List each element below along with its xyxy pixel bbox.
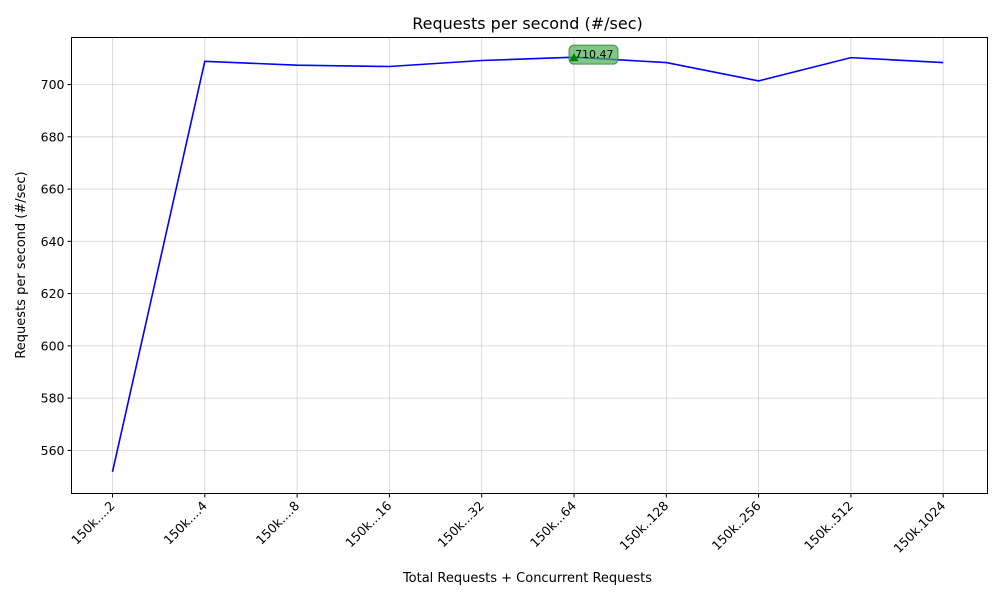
y-tick-label: 680	[41, 129, 65, 144]
chart-title: Requests per second (#/sec)	[412, 14, 642, 33]
y-tick-label: 620	[41, 286, 65, 301]
y-axis-label: Requests per second (#/sec)	[14, 171, 29, 358]
x-tick-label: 150k....4	[160, 498, 209, 547]
x-axis-label: Total Requests + Concurrent Requests	[402, 571, 652, 586]
annotation-box	[568, 44, 619, 65]
y-axis: 560 580 600 620 640 660 680 700	[41, 77, 72, 458]
x-tick-label: 150k..128	[616, 498, 671, 553]
grid-layer	[71, 37, 988, 494]
max-point-marker	[569, 53, 579, 62]
y-tick-label: 600	[41, 338, 65, 353]
y-tick-label: 700	[41, 77, 65, 92]
x-tick-label: 150k.1024	[890, 498, 948, 556]
x-tick-label: 150k....2	[68, 498, 117, 547]
x-tick-label: 150k...16	[342, 498, 394, 550]
x-axis: 150k....2 150k....4 150k....8 150k...16 150k…	[68, 493, 948, 556]
x-tick-label: 150k..512	[801, 498, 856, 553]
y-tick-label: 640	[41, 234, 65, 249]
x-tick-label: 150k...32	[435, 498, 487, 550]
y-tick-label: 580	[41, 391, 65, 406]
series-line	[111, 56, 944, 472]
annotation-layer: 710.47	[568, 44, 619, 65]
series-layer	[111, 56, 944, 472]
x-tick-label: 150k..256	[709, 498, 764, 553]
y-tick-label: 560	[41, 443, 65, 458]
y-tick-label: 660	[41, 182, 65, 197]
x-tick-label: 150k....8	[253, 498, 302, 547]
plot-frame	[71, 37, 988, 494]
annotation-label: 710.47	[575, 48, 614, 61]
x-tick-label: 150k...64	[527, 498, 579, 550]
